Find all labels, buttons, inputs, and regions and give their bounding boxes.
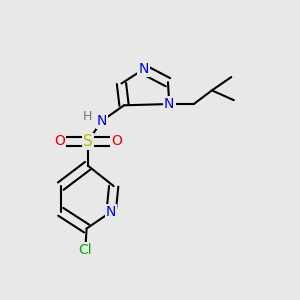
Text: S: S <box>83 134 93 149</box>
Text: Cl: Cl <box>79 243 92 257</box>
Text: N: N <box>97 114 107 128</box>
Text: O: O <box>54 134 65 148</box>
Text: O: O <box>111 134 122 148</box>
Text: H: H <box>83 110 93 123</box>
Text: N: N <box>106 205 116 219</box>
Text: N: N <box>138 62 148 76</box>
Text: N: N <box>164 97 174 111</box>
